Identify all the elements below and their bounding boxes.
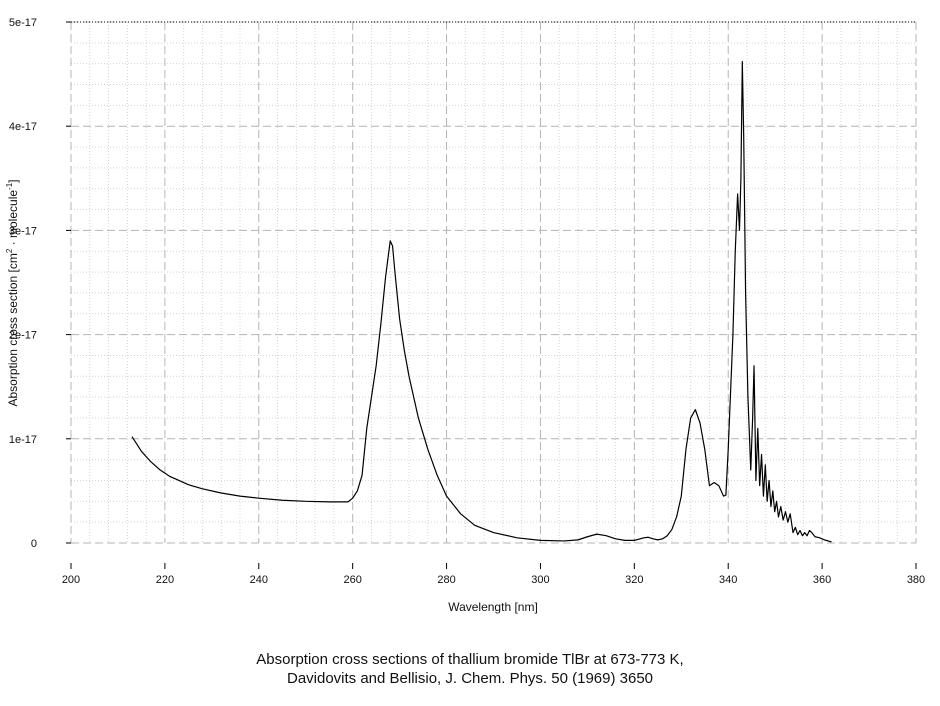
- tick-marks: [66, 21, 917, 569]
- x-tick-label: 200: [62, 574, 80, 586]
- y-tick-label: 4e-17: [9, 121, 37, 133]
- series-layer: [131, 61, 832, 543]
- x-tick-label: 280: [437, 574, 455, 586]
- y-axis-label-part: · molecule: [6, 190, 20, 249]
- y-axis-label: Absorption cross section [cm2 · molecule…: [5, 179, 20, 406]
- x-tick-label: 320: [625, 574, 643, 586]
- grid: [70, 21, 917, 544]
- y-tick-label: 0: [31, 538, 37, 550]
- caption-line-1: Absorption cross sections of thallium br…: [256, 651, 684, 668]
- y-axis-label-part: Absorption cross section [cm: [6, 253, 20, 406]
- x-axis-label: Wavelength [nm]: [448, 600, 538, 614]
- x-tick-label: 340: [719, 574, 737, 586]
- caption-line-2: Davidovits and Bellisio, J. Chem. Phys. …: [286, 670, 654, 687]
- x-tick-label: 300: [531, 574, 549, 586]
- x-tick-label: 380: [907, 574, 925, 586]
- y-tick-label: 2e-17: [9, 330, 37, 342]
- y-tick-label: 1e-17: [9, 434, 37, 446]
- x-tick-label: 360: [813, 574, 831, 586]
- y-tick-label: 3e-17: [9, 225, 37, 237]
- x-tick-label: 260: [343, 574, 361, 586]
- y-axis-label-superscript: 2: [5, 248, 14, 253]
- y-axis-label-superscript: -1: [5, 182, 14, 190]
- chart: 200 220 240 260 280 300 320 340 360 380 0 1e-17 2e-1…: [5, 17, 925, 614]
- series-line: [131, 61, 832, 543]
- x-tick-label: 220: [156, 574, 174, 586]
- tick-labels: 200 220 240 260 280 300 320 340 360 380 0 1e-17 2e-1…: [9, 17, 925, 586]
- y-axis-label-part: ]: [6, 179, 20, 182]
- x-tick-label: 240: [250, 574, 268, 586]
- y-tick-label: 5e-17: [9, 17, 37, 29]
